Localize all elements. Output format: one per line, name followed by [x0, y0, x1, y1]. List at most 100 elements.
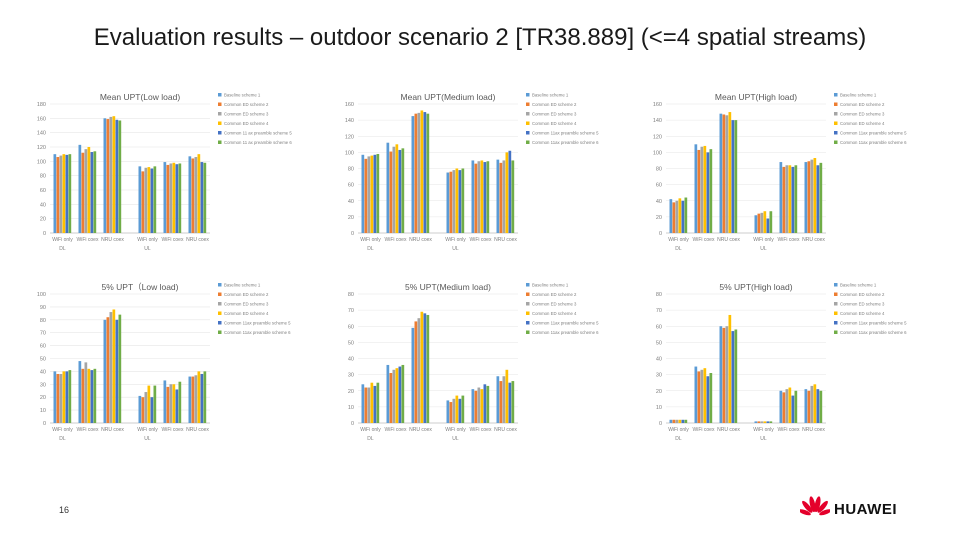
chart-mean-upt-medium-load: Mean UPT(Medium load) 0 20 40 60 80 100 120 140 1…: [338, 90, 618, 262]
bar: [449, 171, 453, 233]
y-tick-label: 40: [40, 369, 46, 375]
legend-entry: Common ED scheme 4: [840, 311, 885, 316]
bar: [458, 398, 462, 423]
x-tick-label: NRU coex: [494, 237, 517, 243]
bar: [700, 369, 704, 423]
x-tick-label: WiFi coex: [162, 237, 184, 243]
legend-swatch: [218, 140, 222, 144]
legend-swatch: [526, 131, 530, 135]
legend-swatch: [526, 140, 530, 144]
bar: [166, 164, 170, 233]
x-tick-label: NRU coex: [186, 427, 209, 433]
bar: [681, 419, 685, 423]
legend-swatch: [218, 302, 222, 306]
bar: [118, 120, 122, 233]
bar: [367, 387, 371, 423]
bar: [200, 162, 204, 233]
legend-swatch: [218, 292, 222, 296]
bar: [810, 159, 814, 233]
bar: [389, 373, 393, 423]
x-tick-label: WiFi coex: [693, 427, 715, 433]
x-tick-label: WiFi only: [445, 427, 466, 433]
bar: [722, 114, 726, 233]
bar: [401, 364, 405, 423]
bar: [417, 318, 421, 423]
bar: [703, 368, 707, 423]
legend-entry: Baseline scheme 1: [532, 283, 569, 288]
y-tick-label: 80: [348, 167, 354, 173]
legend-swatch: [834, 321, 838, 325]
bar: [392, 369, 396, 423]
chart-title: 5% UPT(High load): [719, 282, 792, 292]
bar: [672, 202, 676, 233]
bar: [373, 154, 377, 233]
bar: [807, 390, 811, 423]
bar: [760, 212, 764, 233]
y-tick-label: 180: [37, 102, 46, 108]
bar: [188, 376, 192, 423]
bar: [115, 319, 119, 423]
x-tick-label: NRU coex: [717, 237, 740, 243]
bar: [505, 369, 509, 423]
bar: [813, 158, 817, 233]
bar: [138, 395, 142, 423]
bar: [65, 154, 69, 233]
legend-entry: Common ED scheme 4: [224, 311, 269, 316]
group-label: UL: [760, 436, 767, 442]
legend-swatch: [834, 131, 838, 135]
bar: [78, 144, 82, 233]
x-tick-label: WiFi only: [137, 237, 158, 243]
group-label: DL: [675, 436, 682, 442]
bar: [672, 419, 676, 423]
y-tick-label: 20: [40, 395, 46, 401]
legend-entry: Common ED scheme 4: [532, 311, 577, 316]
legend-swatch: [834, 93, 838, 97]
legend-swatch: [526, 330, 530, 334]
x-tick-label: WiFi only: [668, 427, 689, 433]
bar: [370, 382, 374, 423]
y-tick-label: 40: [656, 199, 662, 205]
bar: [78, 361, 82, 423]
y-tick-label: 80: [40, 174, 46, 180]
bar: [754, 421, 758, 423]
legend-entry: Baseline scheme 1: [224, 93, 261, 98]
bar: [455, 168, 459, 233]
bar: [194, 157, 198, 233]
bar: [508, 382, 512, 423]
y-tick-label: 120: [345, 134, 354, 140]
bar: [788, 165, 792, 233]
bar: [766, 421, 770, 423]
bar: [725, 115, 729, 233]
bar: [760, 421, 764, 423]
legend-swatch: [526, 93, 530, 97]
x-tick-label: WiFi coex: [162, 427, 184, 433]
bar: [150, 168, 154, 233]
bar: [191, 376, 195, 423]
legend-swatch: [834, 302, 838, 306]
bar: [471, 389, 475, 423]
bar: [769, 211, 773, 233]
bar: [719, 326, 723, 423]
bar: [496, 159, 500, 233]
bar: [84, 149, 88, 233]
legend-swatch: [834, 140, 838, 144]
bar: [788, 387, 792, 423]
bar: [175, 164, 179, 233]
group-label: UL: [760, 246, 767, 252]
bar: [779, 390, 783, 423]
bar: [398, 149, 402, 233]
legend-entry: Common ED scheme 2: [840, 102, 885, 107]
bar: [361, 384, 365, 423]
legend-entry: Common 11ax preamble scheme 6: [532, 140, 599, 145]
y-tick-label: 140: [37, 131, 46, 137]
legend-entry: Common ED scheme 4: [532, 121, 577, 126]
bar: [471, 160, 475, 233]
bar: [794, 165, 798, 233]
bar: [93, 368, 97, 423]
legend-entry: Common ED scheme 4: [224, 121, 269, 126]
x-tick-label: NRU coex: [802, 427, 825, 433]
bar: [147, 167, 151, 233]
y-tick-label: 80: [656, 167, 662, 173]
bar: [59, 155, 63, 233]
legend-entry: Common ED scheme 2: [532, 292, 577, 297]
